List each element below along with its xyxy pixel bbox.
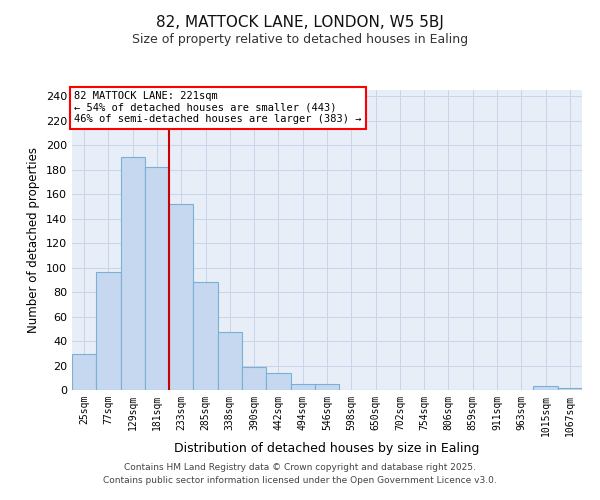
Text: 82, MATTOCK LANE, LONDON, W5 5BJ: 82, MATTOCK LANE, LONDON, W5 5BJ: [156, 15, 444, 30]
Bar: [169, 204, 193, 390]
Bar: [96, 272, 121, 390]
Bar: [218, 332, 242, 390]
Text: Contains public sector information licensed under the Open Government Licence v3: Contains public sector information licen…: [103, 476, 497, 485]
X-axis label: Distribution of detached houses by size in Ealing: Distribution of detached houses by size …: [175, 442, 479, 454]
Bar: [290, 384, 315, 390]
Bar: [145, 167, 169, 390]
Bar: [558, 388, 582, 390]
Bar: [266, 373, 290, 390]
Bar: [533, 386, 558, 390]
Text: Size of property relative to detached houses in Ealing: Size of property relative to detached ho…: [132, 32, 468, 46]
Bar: [193, 282, 218, 390]
Text: Contains HM Land Registry data © Crown copyright and database right 2025.: Contains HM Land Registry data © Crown c…: [124, 464, 476, 472]
Bar: [242, 366, 266, 390]
Y-axis label: Number of detached properties: Number of detached properties: [28, 147, 40, 333]
Bar: [72, 354, 96, 390]
Bar: [121, 158, 145, 390]
Text: 82 MATTOCK LANE: 221sqm
← 54% of detached houses are smaller (443)
46% of semi-d: 82 MATTOCK LANE: 221sqm ← 54% of detache…: [74, 91, 362, 124]
Bar: [315, 384, 339, 390]
